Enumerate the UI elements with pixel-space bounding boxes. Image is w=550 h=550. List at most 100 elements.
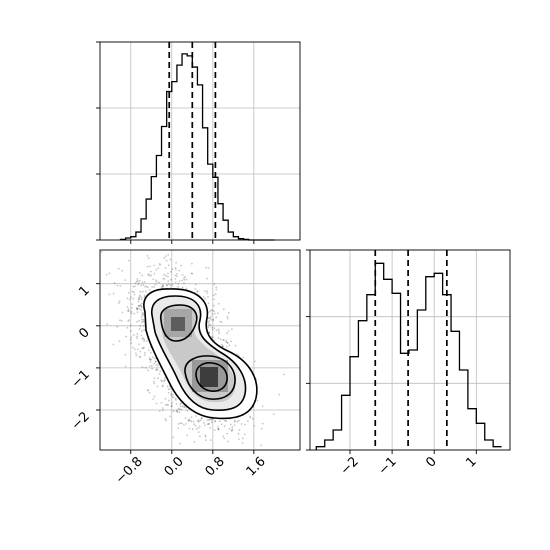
scatter-point <box>172 436 175 439</box>
scatter-point <box>179 403 182 406</box>
scatter-point <box>220 343 223 346</box>
scatter-point <box>217 337 220 340</box>
scatter-point <box>208 316 211 319</box>
hist-x-frame <box>99 41 301 241</box>
scatter-point <box>132 334 135 336</box>
scatter-point <box>155 269 158 271</box>
scatter-point <box>136 278 139 280</box>
scatter-point <box>143 294 146 297</box>
scatter-point <box>223 437 226 440</box>
scatter-point <box>188 418 191 421</box>
scatter-point <box>142 312 145 315</box>
scatter-point <box>121 269 123 272</box>
scatter-point <box>178 269 181 272</box>
scatter-point <box>167 253 170 256</box>
density-pixel-4 <box>171 317 185 331</box>
scatter-point <box>138 304 141 307</box>
scatter-point <box>209 323 212 326</box>
scatter-point <box>137 298 140 301</box>
scatter-point <box>209 418 212 421</box>
scatter-point <box>207 317 210 320</box>
scatter-point <box>143 340 146 342</box>
scatter-point <box>241 442 244 444</box>
hist-x-gridlines <box>100 41 300 241</box>
scatter-point <box>163 257 166 259</box>
scatter-point <box>194 425 197 427</box>
scatter-point <box>231 426 234 428</box>
scatter-point <box>137 283 140 286</box>
scatter-point <box>159 264 162 266</box>
scatter-point <box>181 279 184 282</box>
scatter-point <box>138 282 140 284</box>
scatter-point <box>225 420 228 423</box>
scatter-point <box>208 324 211 326</box>
scatter-point <box>161 407 164 409</box>
scatter-point <box>155 360 157 363</box>
scatter-point <box>121 311 124 314</box>
y-tick-label-3: −1 <box>69 367 93 391</box>
scatter-point <box>138 343 140 346</box>
scatter-point <box>137 348 139 351</box>
contour-outer <box>143 288 258 420</box>
scatter-point <box>136 308 138 311</box>
scatter-point <box>154 283 157 286</box>
scatter-point <box>240 423 243 425</box>
scatter-point <box>141 281 144 283</box>
scatter-point <box>217 426 219 428</box>
scatter-point <box>243 433 246 436</box>
scatter-point <box>138 355 141 358</box>
scatter-point <box>143 325 145 327</box>
scatter-point <box>138 328 141 330</box>
scatter-point <box>231 328 233 330</box>
scatter-point <box>171 402 173 404</box>
scatter-point <box>133 293 136 296</box>
scatter-point <box>151 356 154 359</box>
scatter-point <box>139 356 142 358</box>
scatter-point <box>261 422 264 425</box>
density-fill <box>143 288 257 419</box>
scatter-point <box>174 281 177 284</box>
scatter-point <box>177 423 180 425</box>
scatter-point <box>119 284 122 287</box>
scatter-point <box>164 267 167 269</box>
scatter-point <box>203 424 206 427</box>
scatter-point <box>146 265 149 268</box>
scatter-point <box>156 364 159 367</box>
scatter-point <box>231 428 234 431</box>
scatter-point <box>138 297 141 300</box>
scatter-point <box>238 429 241 431</box>
scatter-point <box>126 326 129 329</box>
scatter-point <box>215 286 218 289</box>
scatter-point <box>202 422 205 424</box>
scatter-point <box>161 284 164 286</box>
scatter-point <box>184 417 187 420</box>
scatter-point <box>197 431 200 433</box>
scatter-point <box>223 425 226 427</box>
scatter-point <box>222 435 225 438</box>
scatter-point <box>228 428 231 430</box>
scatter-point <box>141 366 144 368</box>
scatter-point <box>132 297 135 300</box>
scatter-point <box>204 435 207 438</box>
scatter-point <box>176 409 179 412</box>
scatter-point <box>207 423 210 426</box>
scatter-point <box>121 319 123 322</box>
scatter-point <box>187 419 190 422</box>
scatter-point <box>157 377 159 380</box>
scatter-point <box>183 278 186 281</box>
scatter-point <box>136 320 138 323</box>
hist-x-step-line <box>119 53 275 241</box>
scatter-point <box>212 318 215 321</box>
y-tick-label-4: −2 <box>69 409 93 433</box>
scatter-point <box>260 444 263 447</box>
scatter-point <box>164 274 167 277</box>
scatter-point <box>214 419 217 422</box>
scatter-point <box>127 320 129 323</box>
scatter-point <box>126 310 129 312</box>
scatter-point <box>204 297 206 300</box>
scatter-point <box>225 339 228 342</box>
scatter-point <box>227 311 230 314</box>
scatter-point <box>153 286 156 288</box>
scatter-point <box>141 312 144 314</box>
